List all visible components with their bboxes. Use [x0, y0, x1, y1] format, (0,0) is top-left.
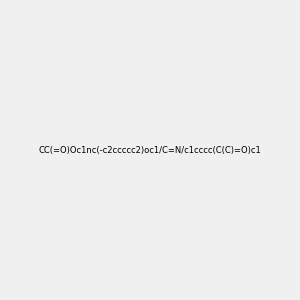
Text: CC(=O)Oc1nc(-c2ccccc2)oc1/C=N/c1cccc(C(C)=O)c1: CC(=O)Oc1nc(-c2ccccc2)oc1/C=N/c1cccc(C(C…: [39, 146, 261, 154]
